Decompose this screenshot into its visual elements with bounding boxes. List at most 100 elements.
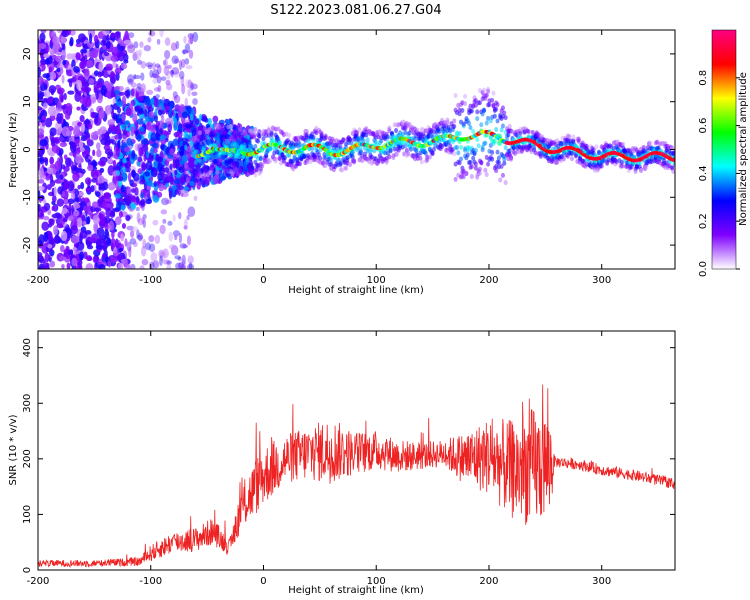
spectrogram-cell <box>168 231 174 242</box>
spectrogram-cell <box>40 30 47 34</box>
spectrogram-cell <box>136 118 144 125</box>
spectrogram-cell <box>48 71 57 81</box>
spectrogram-cell <box>101 240 109 250</box>
spectrogram-cell <box>620 163 625 169</box>
spectrogram-cell <box>106 40 111 49</box>
spectrogram-cell <box>187 255 194 264</box>
spectrogram-cell <box>93 34 99 43</box>
spectrogram-cell <box>112 170 118 177</box>
spectrogram-cell <box>124 259 129 268</box>
spectrogram-cell <box>486 115 491 121</box>
spectrogram-cell <box>153 167 158 177</box>
snr-ytick-label: 200 <box>22 449 33 468</box>
spectrogram-cell <box>502 156 507 162</box>
spectrogram-cell <box>92 48 99 59</box>
spectrogram-cell <box>148 111 155 119</box>
spectrogram-ridge-cell <box>672 158 675 163</box>
spectrogram-cell <box>186 214 190 221</box>
spectrogram-cell <box>179 243 187 249</box>
spectrogram-cell <box>584 143 589 149</box>
spectrogram-cell <box>43 231 49 242</box>
spectrogram-cell <box>165 182 170 188</box>
spectrogram-cell <box>59 244 65 253</box>
spectrogram-cell <box>168 187 173 193</box>
spectrogram-cell <box>183 35 187 44</box>
spectrogram-cell <box>648 140 653 146</box>
spectrogram-ytick-label: 20 <box>22 48 33 61</box>
spectrogram-cell <box>67 90 75 95</box>
spectrogram-cell <box>179 176 185 185</box>
spectrogram-cell <box>311 134 316 140</box>
spectrogram-cell <box>166 260 172 265</box>
spectrogram-cell <box>468 125 473 131</box>
spectrogram-cell <box>452 151 457 157</box>
spectrogram-cell <box>72 246 77 252</box>
spectrogram-cell <box>594 144 599 150</box>
spectrogram-cell <box>160 143 165 150</box>
spectrogram-cell <box>147 64 153 70</box>
spectrogram-cell <box>62 118 67 126</box>
spectrogram-cell <box>638 168 643 174</box>
spectrogram-cell <box>61 264 65 269</box>
spectrogram-cell <box>76 90 82 96</box>
spectrogram-cell <box>78 33 86 43</box>
spectrogram-cell <box>189 180 195 187</box>
spectrogram-cell <box>253 172 258 178</box>
spectrogram-cell <box>44 59 50 65</box>
spectrogram-cell <box>66 30 72 36</box>
spectrogram-cell <box>71 234 79 244</box>
spectrogram-cell <box>169 148 175 156</box>
spectrogram-cell <box>142 218 147 229</box>
spectrogram-cell <box>64 112 71 120</box>
spectrogram-cell <box>495 101 500 107</box>
spectrogram-cell <box>452 123 457 129</box>
spectrogram-cell <box>159 251 166 262</box>
spectrogram-cell <box>136 229 140 238</box>
spectrogram-cell <box>469 108 474 114</box>
spectrogram-cell <box>39 139 48 147</box>
spectrogram-cell <box>475 137 480 143</box>
spectrogram-cell <box>507 124 512 130</box>
spectrogram-cell <box>156 64 162 75</box>
spectrogram-cell <box>187 105 192 114</box>
spectrogram-cell <box>180 75 185 87</box>
spectrogram-cell <box>38 76 44 86</box>
spectrogram-cell <box>38 255 44 262</box>
spectrogram-cell <box>38 66 41 78</box>
spectrogram-cell <box>138 49 143 56</box>
spectrogram-cell <box>129 229 135 238</box>
snr-ytick-label: 300 <box>22 394 33 413</box>
spectrogram-cell <box>230 129 235 135</box>
spectrogram-cell <box>199 113 203 120</box>
spectrogram-cell <box>261 136 266 142</box>
spectrogram-cell <box>130 88 135 97</box>
spectrogram-cell <box>126 225 134 231</box>
spectrogram-cell <box>134 143 140 152</box>
snr-ylabel: SNR (10 * v/v) <box>8 414 19 485</box>
spectrogram-cell <box>113 85 121 91</box>
spectrogram-cell <box>253 127 258 133</box>
spectrogram-cell <box>137 156 143 163</box>
spectrogram-cell <box>97 235 103 246</box>
spectrogram-cell <box>191 91 198 97</box>
spectrogram-cell <box>167 220 173 226</box>
spectrogram-cell <box>154 63 161 68</box>
spectrogram-cell <box>140 83 146 93</box>
spectrogram-cell <box>591 147 596 153</box>
spectrogram-cell <box>143 44 152 52</box>
spectrogram-cell <box>130 126 135 134</box>
spectrogram-cell <box>126 241 132 252</box>
spectrogram-cell <box>344 165 349 171</box>
spectrogram-cell <box>111 208 116 217</box>
spectrogram-cell <box>83 251 88 260</box>
spectrogram-cell <box>74 197 82 203</box>
spectrogram-cell <box>269 130 274 136</box>
spectrogram-cell <box>239 160 244 166</box>
spectrogram-cell <box>178 70 185 80</box>
snr-xlabel: Height of straight line (km) <box>288 585 424 596</box>
spectrogram-cell <box>68 202 72 214</box>
spectrogram-cell <box>571 134 576 140</box>
spectrogram-cell <box>114 67 122 75</box>
spectrogram-cell <box>41 221 50 231</box>
spectrogram-cell <box>479 122 484 128</box>
